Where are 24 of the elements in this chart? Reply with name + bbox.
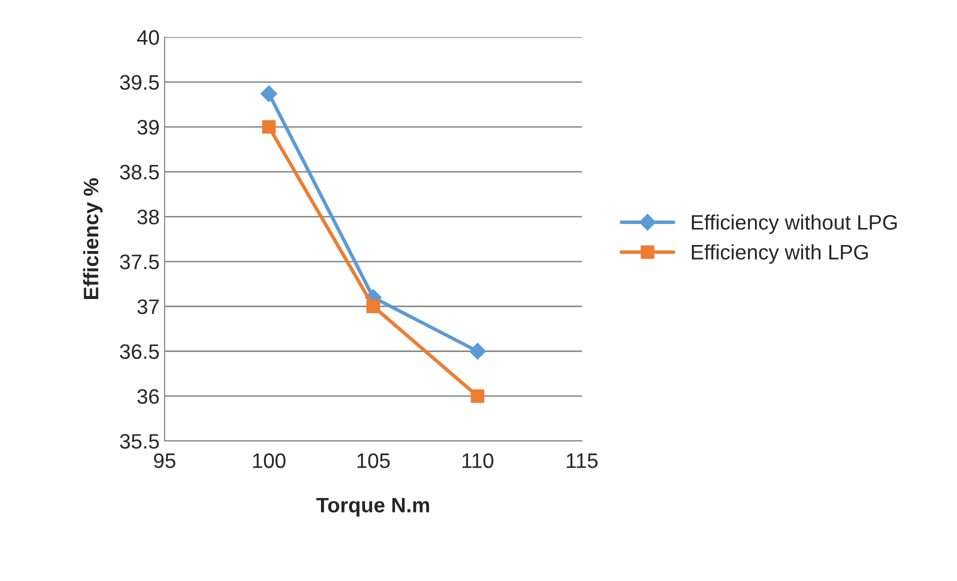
x-tick-label: 115 [566, 454, 598, 468]
legend-label: Efficiency without LPG [692, 214, 897, 234]
y-tick-label: 38 [137, 210, 159, 224]
y-tick-label: 38.5 [120, 164, 159, 180]
x-tick-label: 100 [253, 453, 286, 468]
point [470, 389, 484, 403]
y-tick-label: 36 [137, 389, 159, 404]
y-tick-label: 35.5 [120, 434, 159, 449]
y-tick-label: 37.5 [120, 254, 159, 270]
x-tick-label: 105 [357, 453, 390, 468]
point [469, 342, 486, 360]
point [262, 120, 276, 134]
point [366, 300, 380, 314]
legend-label: Efficiency with LPG [692, 244, 868, 264]
y-axis-title: Efficiency % [83, 178, 103, 300]
y-tick-label: 39 [137, 120, 159, 135]
point [260, 85, 278, 102]
y-tick-label: 37 [137, 299, 159, 314]
x-tick-label: 95 [154, 453, 176, 468]
y-tick-label: 36.5 [120, 344, 159, 359]
x-axis-title: Torque N.m [316, 498, 430, 517]
y-tick-label: 40 [137, 30, 159, 45]
y-tick-label: 39.5 [120, 75, 159, 90]
x-tick-label: 110 [462, 453, 494, 468]
